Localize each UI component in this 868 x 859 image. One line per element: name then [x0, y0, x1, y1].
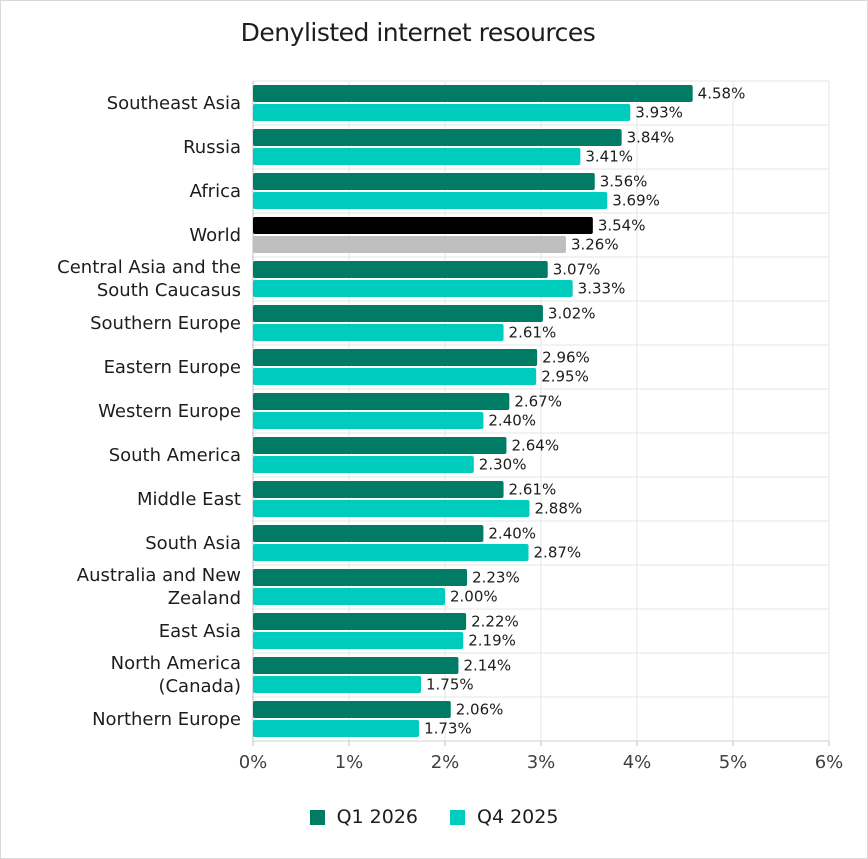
category-label: Northern Europe [92, 709, 241, 730]
legend-swatch-q1-2026 [309, 809, 325, 825]
bar-q4-2025 [253, 412, 484, 429]
data-label: 3.84% [627, 129, 675, 147]
bar-q4-2025 [253, 456, 474, 473]
category-label: Western Europe [98, 401, 241, 422]
category-label: Middle East [137, 489, 241, 510]
x-tick-label: 3% [527, 752, 556, 773]
x-tick-label: 4% [623, 752, 652, 773]
x-tick-label: 0% [239, 752, 268, 773]
bar-q4-2025 [253, 280, 573, 297]
bar-q4-2025 [253, 588, 445, 605]
data-label: 2.61% [509, 481, 557, 499]
bar-q4-2025 [253, 676, 421, 693]
legend-label-q4-2025: Q4 2025 [477, 806, 559, 828]
bar-q4-2025 [253, 544, 529, 561]
data-label: 2.87% [534, 544, 582, 562]
legend: Q1 2026 Q4 2025 [0, 806, 868, 828]
category-label: Eastern Europe [104, 357, 241, 378]
bar-q4-2025 [253, 148, 581, 165]
bar-q4-2025 [253, 632, 464, 649]
bar-q1-2026 [253, 569, 468, 586]
data-label: 2.64% [511, 437, 559, 455]
category-label: Australia and New [77, 565, 241, 586]
category-label: Southeast Asia [107, 93, 241, 114]
bar-q4-2025 [253, 236, 566, 253]
data-label: 2.96% [542, 349, 590, 367]
data-label: 2.19% [468, 632, 516, 650]
category-label: Central Asia and the [57, 257, 241, 278]
data-label: 2.61% [509, 324, 557, 342]
data-label: 2.00% [450, 588, 498, 606]
bar-q1-2026 [253, 305, 543, 322]
data-label: 3.54% [598, 217, 646, 235]
bar-q1-2026 [253, 217, 593, 234]
category-label: (Canada) [158, 676, 241, 697]
data-label: 3.33% [578, 280, 626, 298]
data-label: 2.22% [471, 613, 519, 631]
bar-q4-2025 [253, 324, 504, 341]
bar-q1-2026 [253, 657, 459, 674]
data-label: 2.23% [472, 569, 520, 587]
x-tick-label: 6% [815, 752, 844, 773]
category-label: North America [111, 653, 241, 674]
x-tick-label: 2% [431, 752, 460, 773]
bar-q1-2026 [253, 261, 548, 278]
bar-q1-2026 [253, 613, 467, 630]
data-label: 3.93% [635, 104, 683, 122]
data-label: 2.88% [534, 500, 582, 518]
bar-q1-2026 [253, 173, 595, 190]
category-label: Africa [190, 181, 241, 202]
category-label: World [189, 225, 241, 246]
chart-title: Denylisted internet resources [240, 18, 596, 47]
category-label: South Caucasus [97, 280, 241, 301]
legend-label-q1-2026: Q1 2026 [336, 806, 418, 828]
bar-q4-2025 [253, 192, 608, 209]
data-label: 3.56% [600, 173, 648, 191]
data-label: 3.26% [571, 236, 619, 254]
data-label: 2.67% [514, 393, 562, 411]
category-label: Zealand [168, 588, 241, 609]
category-label: East Asia [159, 621, 241, 642]
data-label: 3.07% [553, 261, 601, 279]
bar-q1-2026 [253, 481, 504, 498]
data-label: 3.41% [585, 148, 633, 166]
category-label: South America [109, 445, 241, 466]
data-label: 2.40% [488, 412, 536, 430]
data-label: 1.73% [424, 720, 472, 738]
legend-item-q4-2025: Q4 2025 [450, 806, 558, 828]
data-label: 2.30% [479, 456, 527, 474]
bar-q1-2026 [253, 393, 510, 410]
bar-q1-2026 [253, 129, 622, 146]
bar-q4-2025 [253, 104, 631, 121]
data-label: 2.40% [488, 525, 536, 543]
bar-q4-2025 [253, 720, 420, 737]
x-tick-label: 5% [719, 752, 748, 773]
bar-q1-2026 [253, 437, 507, 454]
category-label: Southern Europe [90, 313, 241, 334]
data-label: 4.58% [698, 85, 746, 103]
bar-q1-2026 [253, 85, 693, 102]
data-label: 1.75% [426, 676, 474, 694]
data-label: 2.14% [463, 657, 511, 675]
legend-swatch-q4-2025 [450, 809, 465, 825]
bar-q1-2026 [253, 525, 484, 542]
category-label: Russia [183, 137, 241, 158]
category-label: South Asia [145, 533, 241, 554]
bar-chart: 0% 1% 2% 3% 4% 5% 6% 4.58% 3.93% Southeast Asia 3.… [57, 80, 844, 773]
legend-item-q1-2026: Q1 2026 [309, 806, 418, 828]
data-label: 3.69% [612, 192, 660, 210]
bar-q1-2026 [253, 701, 451, 718]
bar-q4-2025 [253, 500, 530, 517]
data-label: 2.95% [541, 368, 589, 386]
bar-q4-2025 [253, 368, 537, 385]
data-label: 3.02% [548, 305, 596, 323]
data-label: 2.06% [456, 701, 504, 719]
x-tick-label: 1% [335, 752, 364, 773]
bar-q1-2026 [253, 349, 538, 366]
